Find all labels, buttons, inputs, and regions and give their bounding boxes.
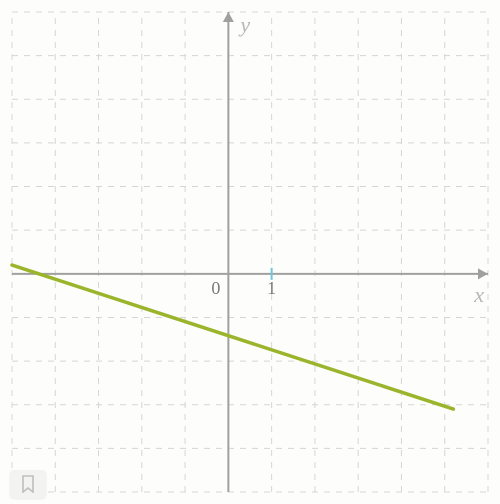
bookmark-button[interactable] [10,470,46,498]
bookmark-icon [20,475,36,493]
linear-graph-plot: 0 1 x y [0,0,500,504]
svg-text:x: x [473,282,484,307]
plot-svg: 0 1 x y [0,0,500,504]
svg-text:1: 1 [267,278,276,298]
svg-text:y: y [238,12,250,37]
svg-text:0: 0 [211,278,220,298]
